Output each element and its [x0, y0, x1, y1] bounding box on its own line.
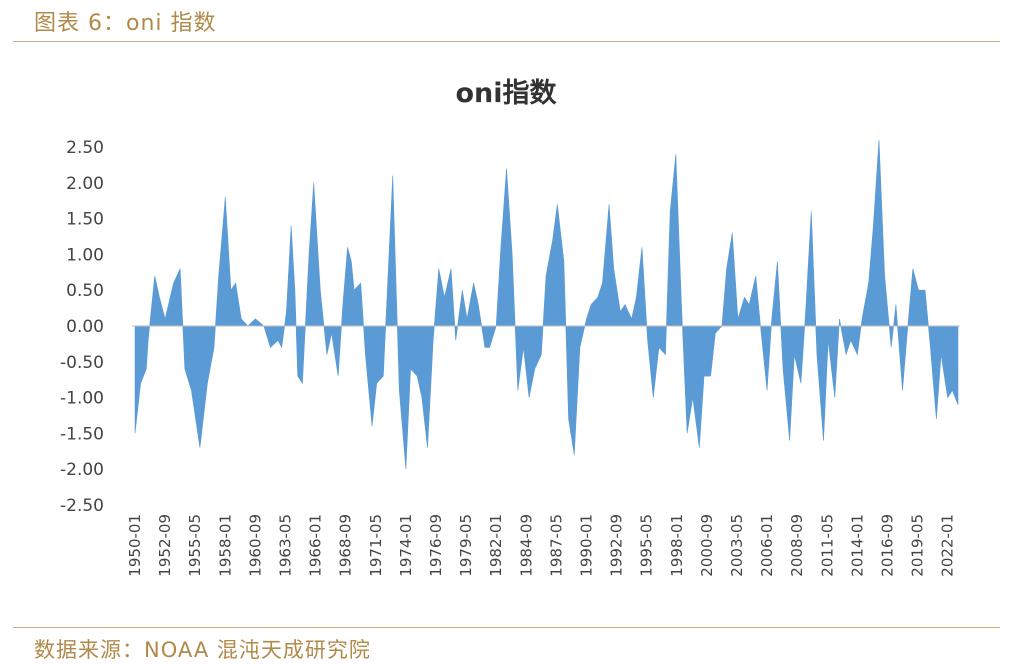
x-tick-label: 1963-05: [277, 514, 295, 577]
x-tick-label: 2014-01: [848, 514, 866, 577]
x-tick-label: 1960-09: [246, 514, 264, 577]
header-divider: [13, 41, 1000, 42]
x-tick-label: 1955-05: [186, 514, 204, 577]
oni-series-area: [134, 139, 959, 470]
plot-area: [134, 139, 959, 470]
y-tick-label: -2.50: [60, 496, 104, 516]
x-tick-label: 1968-09: [337, 514, 355, 577]
y-tick-label: 0.00: [66, 317, 104, 337]
y-tick-label: 1.50: [66, 210, 104, 230]
y-tick-label: -1.00: [60, 389, 104, 409]
x-tick-label: 1950-01: [126, 514, 144, 577]
y-tick-label: -2.00: [60, 460, 104, 480]
x-tick-label: 2000-09: [698, 514, 716, 577]
y-tick-label: 2.00: [66, 174, 104, 194]
x-tick-label: 1984-09: [517, 514, 535, 577]
x-axis-ticks: 1950-01 1952-09 1955-05 1958-01 1960-09 1963-…: [126, 514, 957, 577]
x-tick-label: 2016-09: [879, 514, 897, 577]
y-tick-label: 1.00: [66, 245, 104, 265]
x-tick-label: 2011-05: [818, 514, 836, 577]
figure-header: 图表 6：oni 指数: [34, 11, 217, 36]
x-tick-label: 2003-05: [728, 514, 746, 577]
x-tick-label: 2008-09: [788, 514, 806, 577]
x-tick-label: 1971-05: [367, 514, 385, 577]
x-tick-label: 2022-01: [939, 514, 957, 577]
chart-title: oni指数: [455, 78, 557, 109]
x-tick-label: 2006-01: [758, 514, 776, 577]
x-tick-label: 1976-09: [427, 514, 445, 577]
figure-source: 数据来源：NOAA 混沌天成研究院: [34, 638, 371, 662]
x-tick-label: 1992-09: [608, 514, 626, 577]
x-tick-label: 1966-01: [307, 514, 325, 577]
y-axis-ticks: 2.50 2.00 1.50 1.00 0.50 0.00 -0.50 -1.00 -1.50 -…: [60, 138, 104, 516]
x-tick-label: 1974-01: [397, 514, 415, 577]
y-tick-label: 2.50: [66, 138, 104, 158]
y-tick-label: -1.50: [60, 424, 104, 444]
x-tick-label: 1995-05: [638, 514, 656, 577]
x-tick-label: 1998-01: [668, 514, 686, 577]
y-tick-label: -0.50: [60, 353, 104, 373]
x-tick-label: 1987-05: [547, 514, 565, 577]
x-tick-label: 1990-01: [578, 514, 596, 577]
x-tick-label: 1982-01: [487, 514, 505, 577]
x-tick-label: 1979-05: [457, 514, 475, 577]
x-tick-label: 2019-05: [909, 514, 927, 577]
x-tick-label: 1958-01: [216, 514, 234, 577]
y-tick-label: 0.50: [66, 281, 104, 301]
x-tick-label: 1952-09: [156, 514, 174, 577]
footer-divider: [13, 627, 1000, 628]
oni-chart: oni指数 2.50 2.00 1.50 1.00 0.50 0.00 -0.50 -1.00…: [60, 78, 960, 577]
